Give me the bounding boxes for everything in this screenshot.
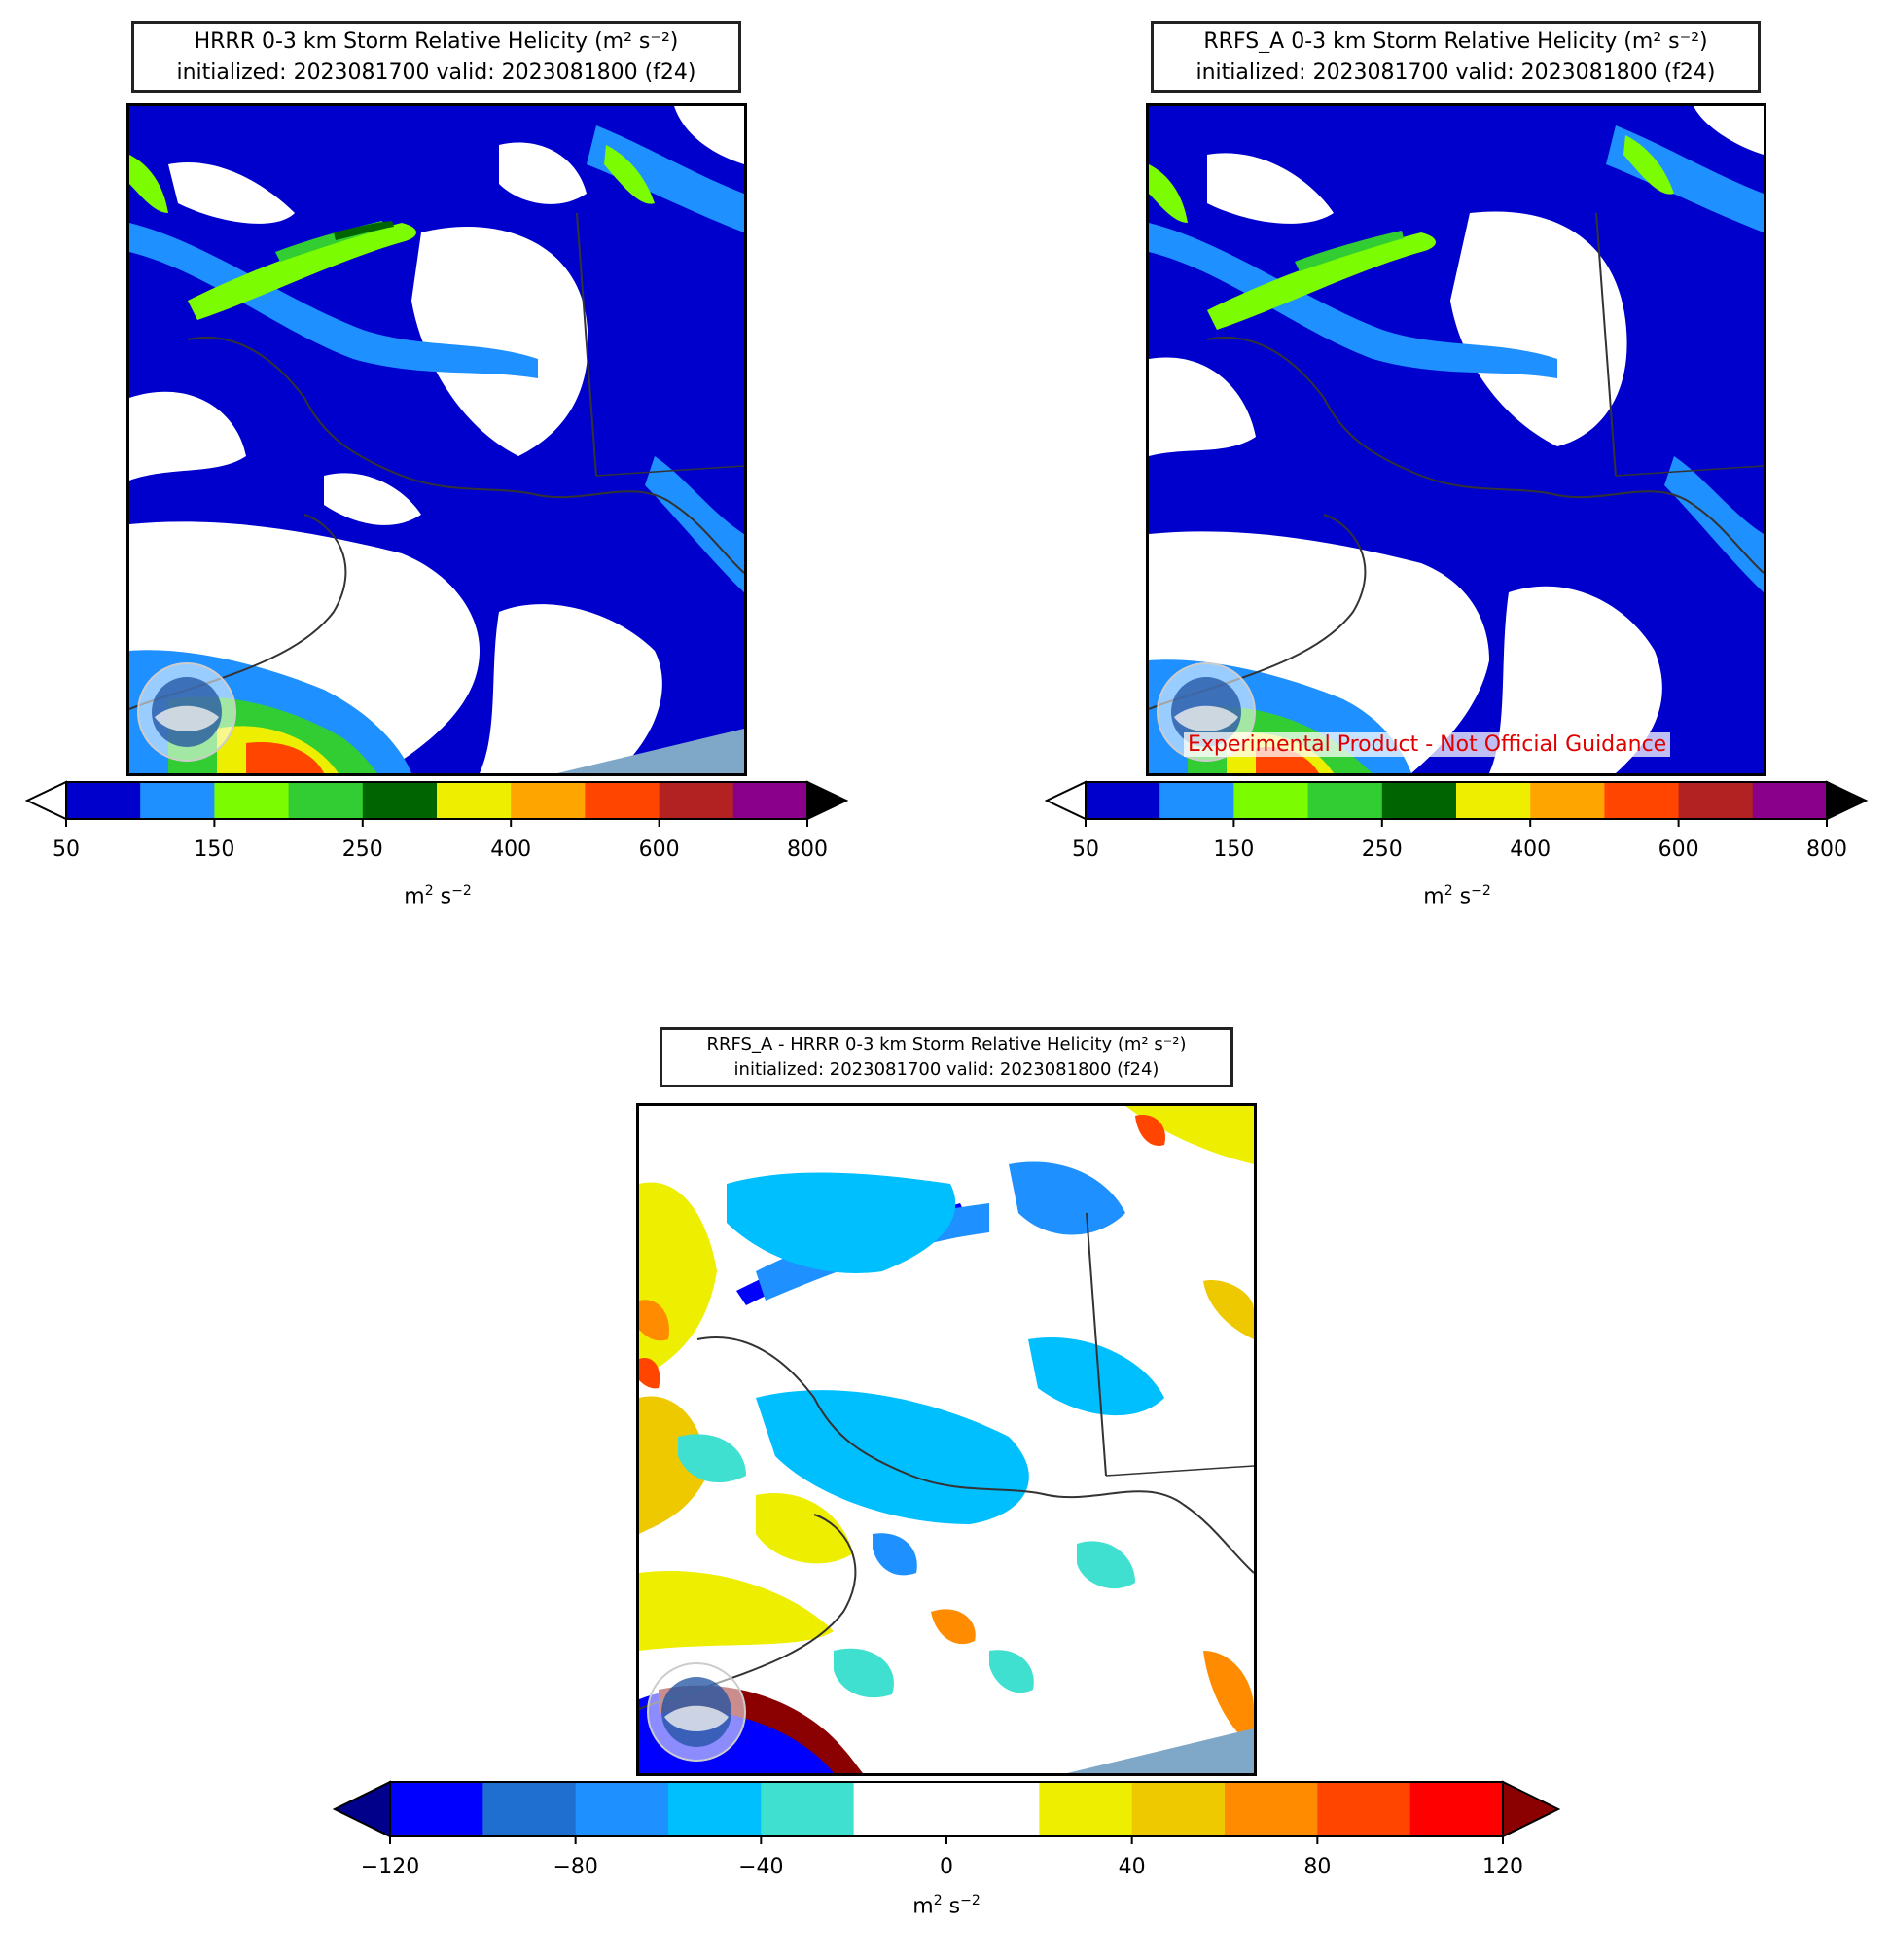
- diff-colorbar-color-bin: [390, 1782, 483, 1836]
- rrfs-colorbar-color-bin: [1307, 782, 1383, 819]
- rrfs-colorbar-tick-label: 150: [1213, 837, 1254, 862]
- diff-colorbar-color-bin: [761, 1782, 855, 1836]
- rrfs-colorbar-under-triangle: [1044, 780, 1087, 821]
- diff-colorbar-color-bin: [1131, 1782, 1226, 1836]
- diff-colorbar-color-bin: [668, 1782, 762, 1836]
- hrrr-title-line2: initialized: 2023081700 valid: 202308180…: [176, 60, 696, 85]
- hrrr-colorbar-tick-label: 600: [639, 837, 680, 862]
- diff-colorbar-svg: −120 −80 −40 0 40 80 120: [332, 1780, 1561, 1879]
- hrrr-colorbar-tick-label: 150: [194, 837, 234, 862]
- diff-colorbar-over-triangle: [1502, 1780, 1561, 1838]
- diff-colorbar-tick-label: 40: [1119, 1855, 1146, 1879]
- hrrr-colorbar-color-bin: [214, 782, 290, 819]
- diff-colorbar-tick-label: 0: [940, 1855, 953, 1879]
- rrfs-colorbar-tick-label: 400: [1510, 837, 1551, 862]
- hrrr-colorbar-tick-label: 250: [342, 837, 383, 862]
- rrfs-colorbar: 50 150 250 400 600 800: [1044, 780, 1873, 879]
- rrfs-colorbar-tick-label: 250: [1362, 837, 1403, 862]
- rrfs-colorbar-color-bin: [1752, 782, 1828, 819]
- diff-map-field: [639, 1106, 1254, 1773]
- diff-colorbar: −120 −80 −40 0 40 80 120: [332, 1780, 1561, 1879]
- hrrr-map: [126, 103, 747, 776]
- rrfs-colorbar-color-bin: [1456, 782, 1531, 819]
- rrfs-map: Experimental Product - Not Official Guid…: [1146, 103, 1766, 776]
- diff-title-line2: initialized: 2023081700 valid: 202308180…: [733, 1059, 1159, 1080]
- rrfs-colorbar-tick-label: 600: [1658, 837, 1699, 862]
- rrfs-colorbar-color-bin: [1678, 782, 1754, 819]
- noaa-logo: [137, 662, 236, 762]
- hrrr-map-field: [129, 106, 744, 773]
- hrrr-colorbar-tick-label: 400: [490, 837, 531, 862]
- rrfs-colorbar-tick-label: 50: [1072, 837, 1099, 862]
- rrfs-colorbar-unit: m2 s−2: [1423, 883, 1491, 909]
- rrfs-colorbar-svg: 50 150 250 400 600 800: [1044, 780, 1869, 862]
- diff-colorbar-under-triangle: [332, 1780, 391, 1838]
- diff-colorbar-color-bin: [575, 1782, 669, 1836]
- rrfs-colorbar-tick-label: 800: [1806, 837, 1847, 862]
- rrfs-title: RRFS_A 0-3 km Storm Relative Helicity (m…: [1151, 21, 1761, 93]
- hrrr-colorbar-color-bin: [511, 782, 586, 819]
- hrrr-colorbar-color-bin: [288, 782, 364, 819]
- hrrr-title-line1: HRRR 0-3 km Storm Relative Helicity (m² …: [194, 29, 679, 53]
- hrrr-colorbar-color-bin: [66, 782, 141, 819]
- diff-colorbar-color-bin: [1225, 1782, 1318, 1836]
- rrfs-title-line1: RRFS_A 0-3 km Storm Relative Helicity (m…: [1203, 29, 1708, 53]
- rrfs-colorbar-color-bin: [1381, 782, 1457, 819]
- diff-colorbar-tick-label: −120: [361, 1855, 419, 1879]
- rrfs-colorbar-color-bin: [1159, 782, 1234, 819]
- hrrr-colorbar-color-bin: [140, 782, 215, 819]
- hrrr-colorbar: 50 150 250 400 600 800: [24, 780, 854, 879]
- diff-colorbar-tick-label: −80: [553, 1855, 597, 1879]
- hrrr-colorbar-tick-label: 800: [787, 837, 828, 862]
- diff-colorbar-color-bin: [1317, 1782, 1411, 1836]
- diff-colorbar-color-bin: [1039, 1782, 1133, 1836]
- rrfs-colorbar-over-triangle: [1826, 780, 1869, 821]
- diff-colorbar-color-bin: [946, 1782, 1040, 1836]
- diff-title-line1: RRFS_A - HRRR 0-3 km Storm Relative Heli…: [706, 1034, 1187, 1054]
- diff-map: [636, 1103, 1257, 1776]
- hrrr-title: HRRR 0-3 km Storm Relative Helicity (m² …: [131, 21, 741, 93]
- hrrr-colorbar-svg: 50 150 250 400 600 800: [24, 780, 849, 862]
- experimental-watermark: Experimental Product - Not Official Guid…: [1184, 732, 1671, 757]
- hrrr-colorbar-under-triangle: [24, 780, 67, 821]
- rrfs-colorbar-color-bin: [1530, 782, 1605, 819]
- diff-colorbar-unit: m2 s−2: [912, 1893, 981, 1919]
- rrfs-colorbar-color-bin: [1086, 782, 1160, 819]
- hrrr-colorbar-tick-label: 50: [53, 837, 80, 862]
- hrrr-colorbar-over-triangle: [806, 780, 849, 821]
- diff-colorbar-color-bin: [853, 1782, 947, 1836]
- diff-colorbar-color-bin: [1409, 1782, 1504, 1836]
- rrfs-colorbar-color-bin: [1604, 782, 1680, 819]
- rrfs-title-line2: initialized: 2023081700 valid: 202308180…: [1195, 60, 1716, 85]
- hrrr-colorbar-color-bin: [585, 782, 660, 819]
- hrrr-colorbar-color-bin: [362, 782, 438, 819]
- noaa-logo: [647, 1662, 746, 1762]
- hrrr-colorbar-color-bin: [732, 782, 808, 819]
- hrrr-colorbar-unit: m2 s−2: [404, 883, 472, 909]
- diff-colorbar-tick-label: 120: [1482, 1855, 1523, 1879]
- hrrr-colorbar-color-bin: [659, 782, 734, 819]
- diff-title: RRFS_A - HRRR 0-3 km Storm Relative Heli…: [660, 1027, 1233, 1087]
- diff-colorbar-tick-label: −40: [738, 1855, 783, 1879]
- rrfs-colorbar-color-bin: [1233, 782, 1309, 819]
- diff-colorbar-color-bin: [482, 1782, 577, 1836]
- diff-colorbar-tick-label: 80: [1303, 1855, 1331, 1879]
- hrrr-colorbar-color-bin: [437, 782, 512, 819]
